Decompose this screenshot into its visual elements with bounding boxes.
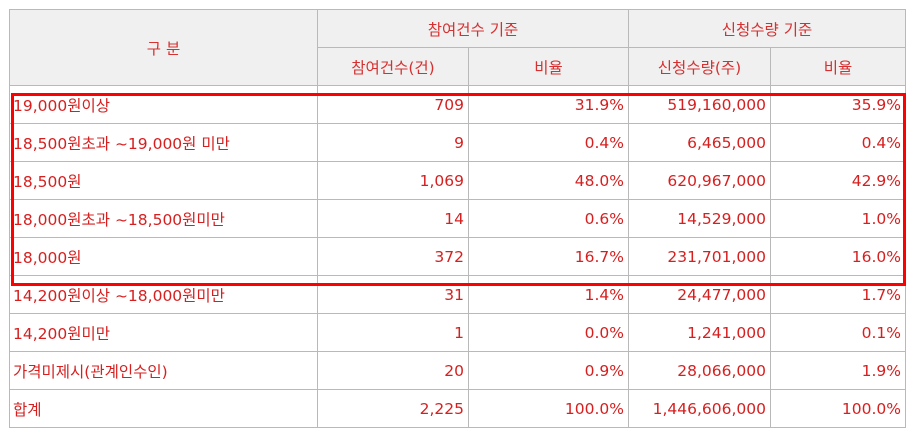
header-qty-ratio: 비율 <box>770 47 906 86</box>
table-header: 구 분 참여건수 기준 신청수량 기준 참여건수(건) 비율 신청수량(주) 비… <box>9 9 906 86</box>
header-row-2: 참여건수(건) 비율 신청수량(주) 비율 <box>10 47 906 86</box>
header-count-ratio: 비율 <box>468 47 629 86</box>
header-qty: 신청수량(주) <box>628 47 771 86</box>
row-label: 19,000원이상 <box>9 85 318 124</box>
row-label: 14,200원미만 <box>9 313 318 352</box>
header-count: 참여건수(건) <box>317 47 469 86</box>
row-qty: 1,446,606,000 <box>628 389 771 428</box>
table-row: 18,500원 1,069 48.0% 620,967,000 42.9% <box>9 161 906 200</box>
header-group-count: 참여건수 기준 <box>317 9 629 48</box>
row-count: 9 <box>317 123 469 162</box>
row-qty-ratio: 42.9% <box>770 161 906 200</box>
table-row: 18,000원초과 ~18,500원미만 14 0.6% 14,529,000 … <box>9 199 906 238</box>
header-category: 구 분 <box>9 9 318 86</box>
table-row-total: 합계 2,225 100.0% 1,446,606,000 100.0% <box>9 389 906 428</box>
row-count: 2,225 <box>317 389 469 428</box>
row-label: 14,200원이상 ~18,000원미만 <box>9 275 318 314</box>
row-count-ratio: 16.7% <box>468 237 629 276</box>
header-row-1: 구 분 참여건수 기준 신청수량 기준 <box>9 9 906 86</box>
table-body: 19,000원이상 709 31.9% 519,160,000 35.9% 18… <box>9 85 906 428</box>
row-label: 18,500원초과 ~19,000원 미만 <box>9 123 318 162</box>
row-qty: 14,529,000 <box>628 199 771 238</box>
row-qty: 24,477,000 <box>628 275 771 314</box>
row-qty: 519,160,000 <box>628 85 771 124</box>
row-count-ratio: 0.6% <box>468 199 629 238</box>
row-label: 18,500원 <box>9 161 318 200</box>
row-qty-ratio: 16.0% <box>770 237 906 276</box>
row-label: 18,000원초과 ~18,500원미만 <box>9 199 318 238</box>
row-qty: 6,465,000 <box>628 123 771 162</box>
row-count: 1 <box>317 313 469 352</box>
row-count-ratio: 0.9% <box>468 351 629 390</box>
row-label: 18,000원 <box>9 237 318 276</box>
table-row: 14,200원미만 1 0.0% 1,241,000 0.1% <box>9 313 906 352</box>
row-count: 20 <box>317 351 469 390</box>
row-count-ratio: 0.0% <box>468 313 629 352</box>
table-row: 14,200원이상 ~18,000원미만 31 1.4% 24,477,000 … <box>9 275 906 314</box>
row-count: 14 <box>317 199 469 238</box>
row-count-ratio: 0.4% <box>468 123 629 162</box>
row-qty-ratio: 100.0% <box>770 389 906 428</box>
row-qty-ratio: 1.7% <box>770 275 906 314</box>
row-qty-ratio: 0.4% <box>770 123 906 162</box>
row-qty-ratio: 0.1% <box>770 313 906 352</box>
row-qty: 231,701,000 <box>628 237 771 276</box>
row-qty-ratio: 35.9% <box>770 85 906 124</box>
row-count-ratio: 31.9% <box>468 85 629 124</box>
table-row: 18,500원초과 ~19,000원 미만 9 0.4% 6,465,000 0… <box>9 123 906 162</box>
row-count-ratio: 48.0% <box>468 161 629 200</box>
row-qty: 1,241,000 <box>628 313 771 352</box>
table-row: 19,000원이상 709 31.9% 519,160,000 35.9% <box>9 85 906 124</box>
row-count: 31 <box>317 275 469 314</box>
demand-forecast-table-container: 구 분 참여건수 기준 신청수량 기준 참여건수(건) 비율 신청수량(주) 비… <box>9 9 906 428</box>
table-row: 가격미제시(관계인수인) 20 0.9% 28,066,000 1.9% <box>9 351 906 390</box>
table-row: 18,000원 372 16.7% 231,701,000 16.0% <box>9 237 906 276</box>
row-count: 709 <box>317 85 469 124</box>
row-count: 372 <box>317 237 469 276</box>
row-qty-ratio: 1.9% <box>770 351 906 390</box>
row-qty: 28,066,000 <box>628 351 771 390</box>
row-qty-ratio: 1.0% <box>770 199 906 238</box>
row-qty: 620,967,000 <box>628 161 771 200</box>
row-count-ratio: 100.0% <box>468 389 629 428</box>
row-count: 1,069 <box>317 161 469 200</box>
row-label: 가격미제시(관계인수인) <box>9 351 318 390</box>
row-label: 합계 <box>9 389 318 428</box>
row-count-ratio: 1.4% <box>468 275 629 314</box>
demand-forecast-table: 구 분 참여건수 기준 신청수량 기준 참여건수(건) 비율 신청수량(주) 비… <box>9 9 906 428</box>
header-group-qty: 신청수량 기준 <box>628 9 906 48</box>
